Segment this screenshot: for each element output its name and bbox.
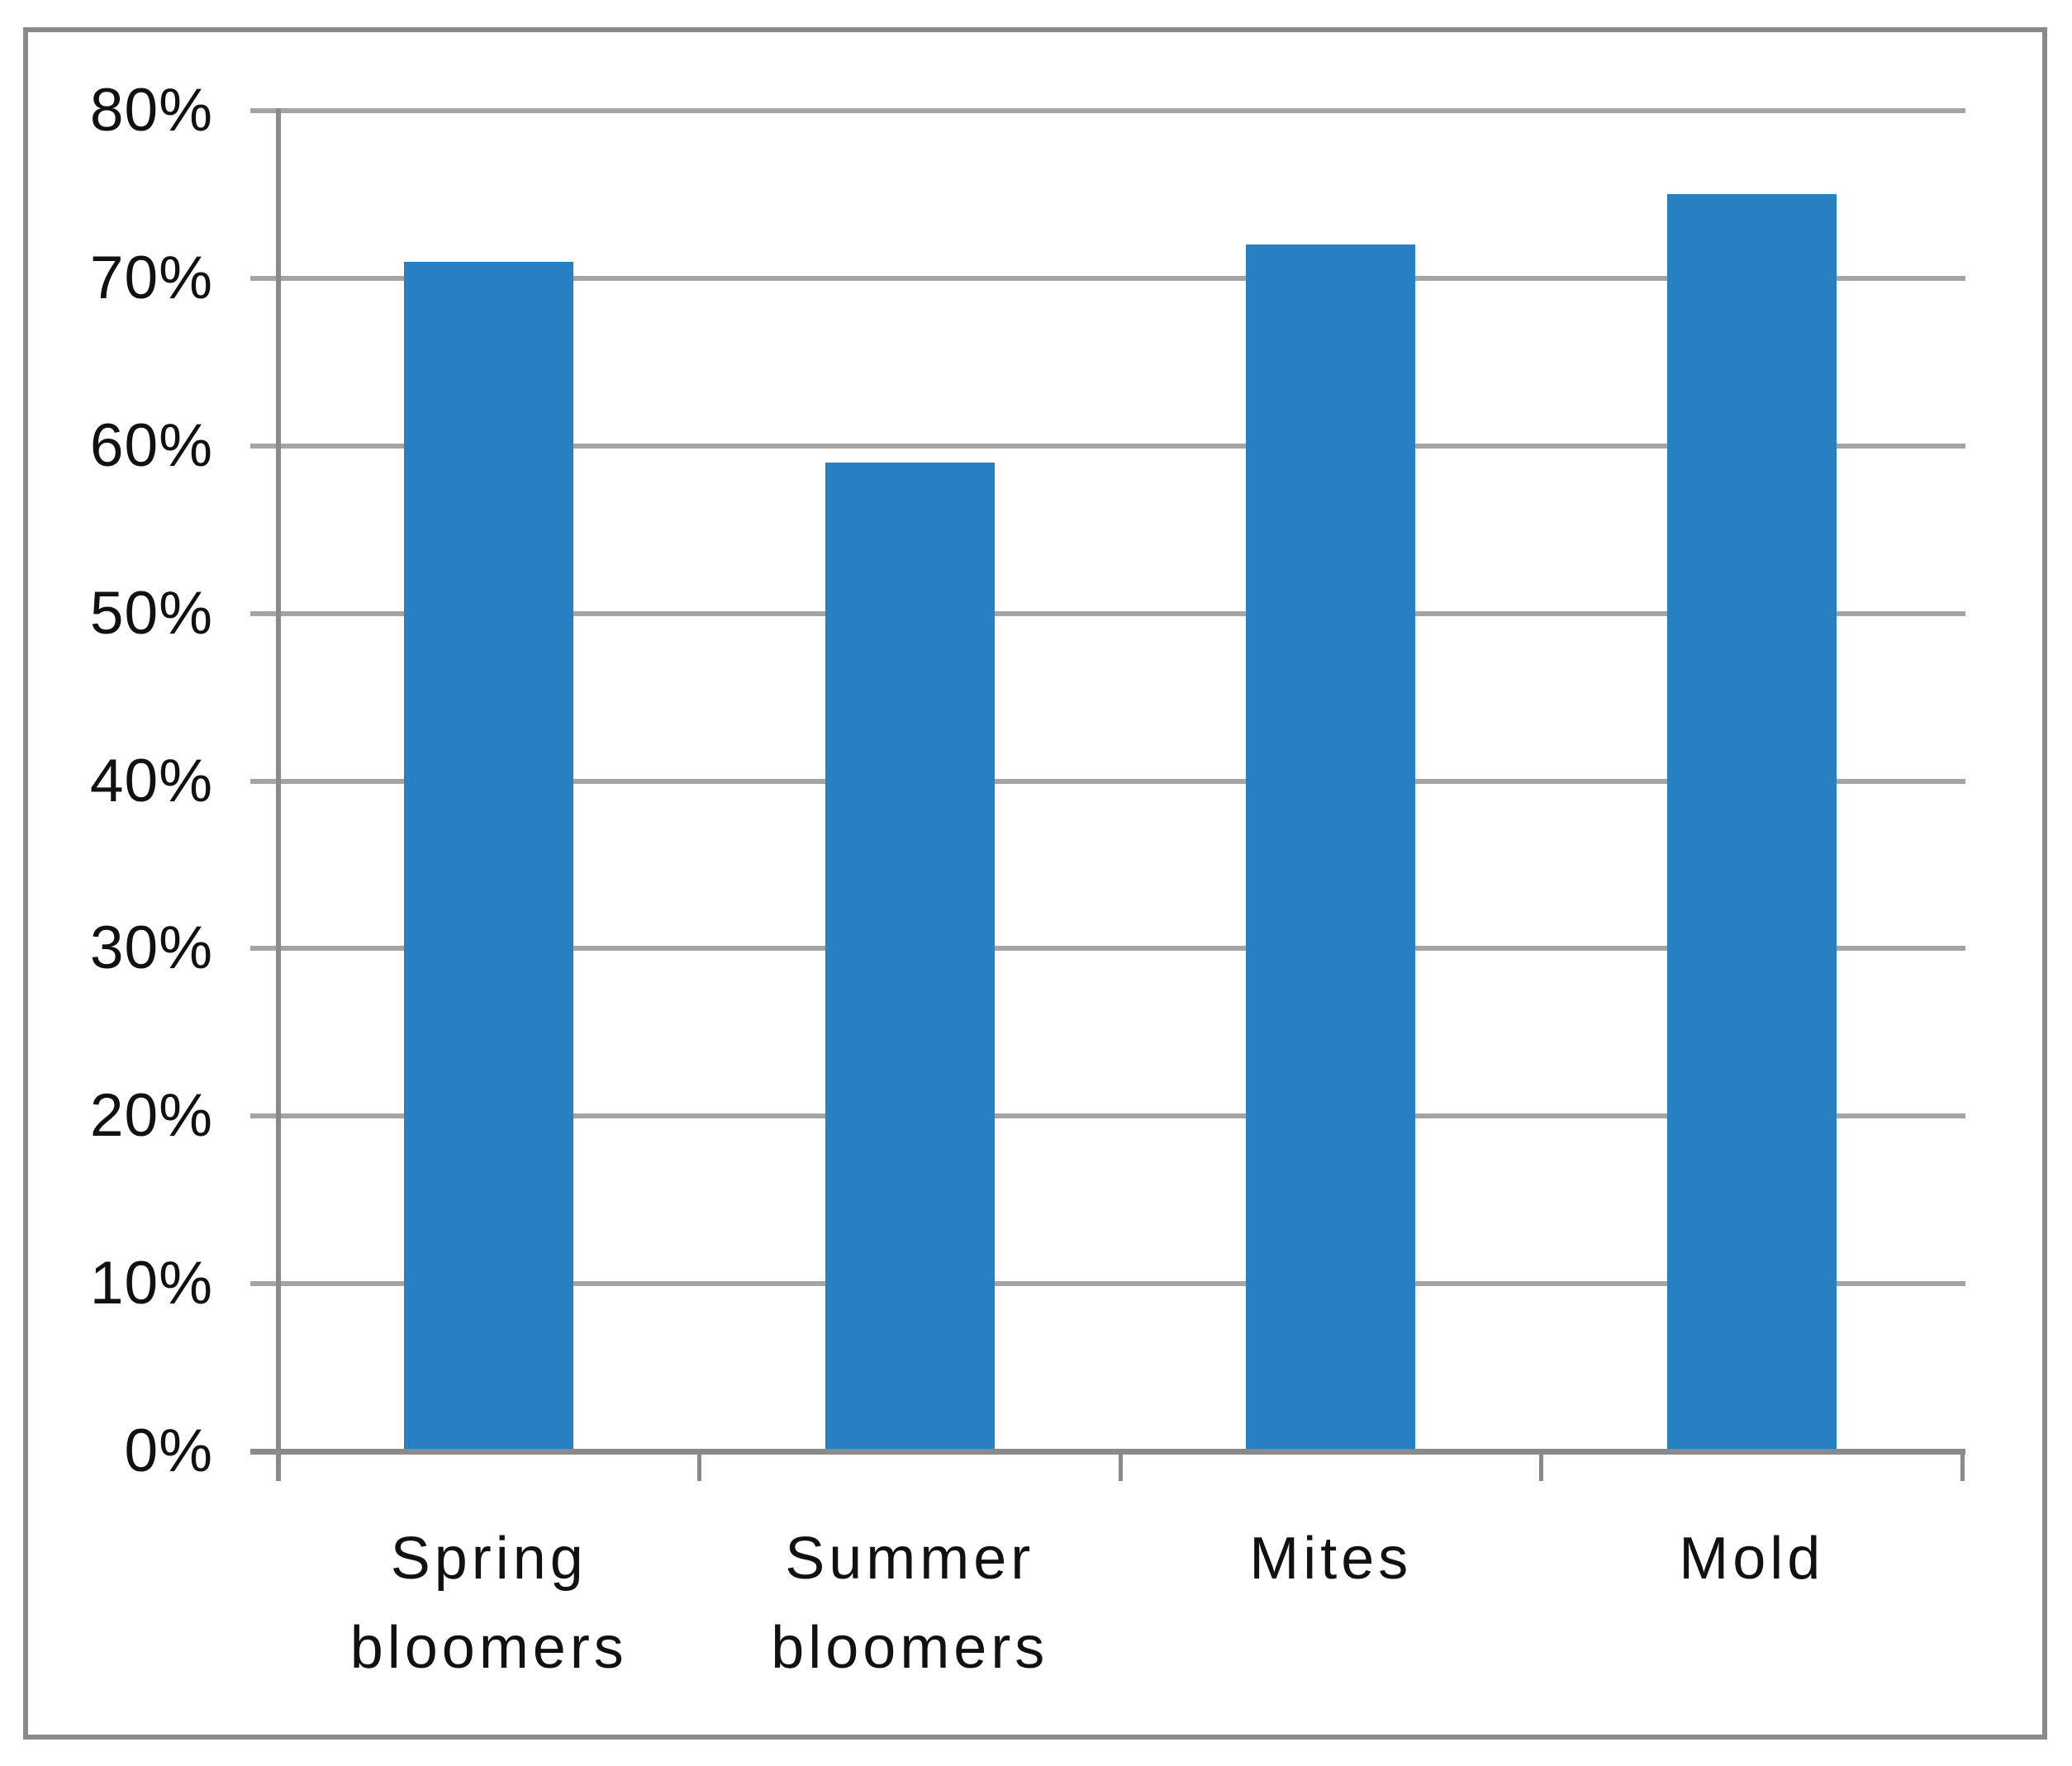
gridline-60 [250, 443, 1965, 449]
bar-summer-bloomers [825, 463, 995, 1451]
x-axis-tick-0 [276, 1451, 281, 1481]
x-axis-category-label-mites: Mites [1249, 1526, 1413, 1592]
gridline-30 [250, 946, 1965, 952]
y-axis-tick-label-0: 0% [124, 1417, 213, 1484]
y-axis-tick-label-60: 60% [89, 411, 213, 479]
gridline-80 [250, 108, 1965, 113]
y-axis-tick-label-80: 80% [89, 77, 213, 144]
gridline-70 [250, 275, 1965, 281]
y-axis-tick-label-10: 10% [89, 1250, 213, 1317]
y-axis-line [276, 108, 281, 1481]
bar-mites [1246, 244, 1416, 1451]
x-axis-category-label-summer-bloomers: Summer bloomers [771, 1526, 1049, 1681]
y-axis-tick-label-30: 30% [89, 914, 213, 982]
gridline-10 [250, 1281, 1965, 1287]
y-axis-tick-label-50: 50% [89, 579, 213, 647]
x-axis-category-label-mold: Mold [1679, 1526, 1825, 1592]
gridline-20 [250, 1113, 1965, 1119]
y-axis-tick-label-40: 40% [89, 747, 213, 814]
y-axis-tick-label-70: 70% [89, 244, 213, 311]
bar-mold [1666, 194, 1837, 1451]
x-axis-tick-3 [1539, 1451, 1543, 1481]
x-axis-line [250, 1448, 1965, 1455]
bar-spring-bloomers [404, 261, 574, 1451]
x-axis-tick-4 [1960, 1451, 1965, 1481]
gridline-40 [250, 778, 1965, 784]
gridline-50 [250, 610, 1965, 616]
y-axis-tick-label-20: 20% [89, 1082, 213, 1150]
x-axis-tick-2 [1118, 1451, 1123, 1481]
x-axis-category-label-spring-bloomers: Spring bloomers [349, 1526, 628, 1681]
x-axis-tick-1 [697, 1451, 701, 1481]
